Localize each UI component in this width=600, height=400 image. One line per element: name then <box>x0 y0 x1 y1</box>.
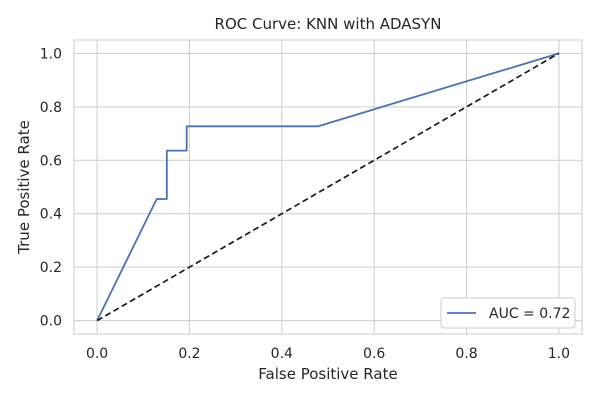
roc-curve-line <box>96 52 560 322</box>
y-tick-labels: 0.0 0.2 0.4 0.6 0.8 1.0 <box>40 46 62 329</box>
x-tick-label: 0.0 <box>86 346 108 362</box>
legend-box <box>440 297 576 329</box>
y-axis-label: True Positive Rate <box>15 120 33 255</box>
x-tick-label: 0.6 <box>363 346 385 362</box>
x-tick-label: 1.0 <box>548 346 570 362</box>
y-tick-label: 0.0 <box>40 314 62 330</box>
y-tick-label: 1.0 <box>40 46 62 62</box>
y-tick-label: 0.4 <box>40 207 62 223</box>
chart-title: ROC Curve: KNN with ADASYN <box>215 15 442 33</box>
x-tick-label: 0.2 <box>178 346 200 362</box>
series-layer <box>96 52 560 322</box>
x-tick-label: 0.8 <box>455 346 477 362</box>
x-tick-labels: 0.0 0.2 0.4 0.6 0.8 1.0 <box>86 346 570 362</box>
plot-frame <box>73 39 583 335</box>
x-axis-label: False Positive Rate <box>258 365 397 383</box>
x-tick-label: 0.4 <box>271 346 293 362</box>
legend: AUC = 0.72 <box>440 297 576 329</box>
y-tick-label: 0.2 <box>40 260 62 276</box>
y-tick-label: 0.8 <box>40 100 62 116</box>
y-tick-label: 0.6 <box>40 153 62 169</box>
chance-diagonal-line <box>96 52 560 322</box>
legend-entry: AUC = 0.72 <box>489 306 570 322</box>
